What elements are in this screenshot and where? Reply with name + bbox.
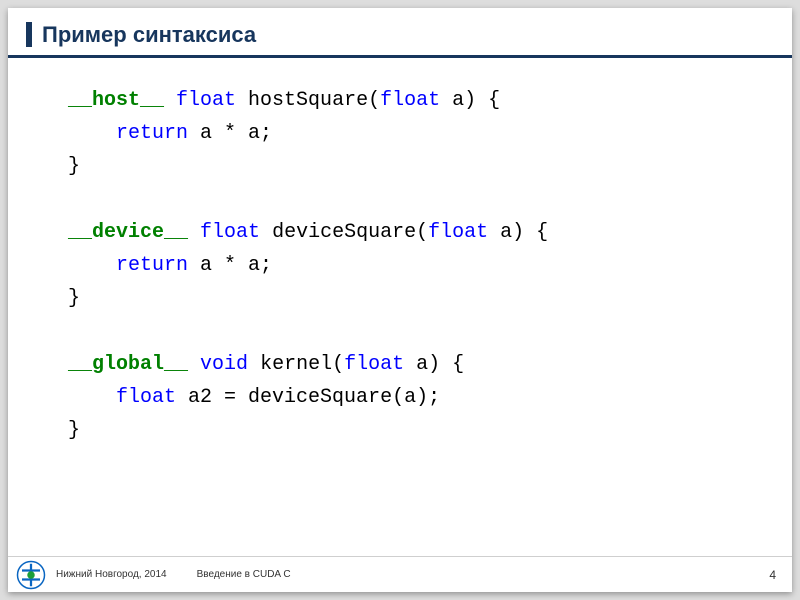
- code-token: hostSquare(: [236, 89, 380, 112]
- code-token: __device__: [68, 221, 188, 244]
- code-line: __device__ float deviceSquare(float a) {: [68, 216, 772, 249]
- code-token: __global__: [68, 353, 188, 376]
- code-token: [68, 122, 116, 145]
- code-token: return: [116, 122, 188, 145]
- footer: Нижний Новгород, 2014 Введение в CUDA C …: [8, 556, 792, 592]
- code-block: __host__ float hostSquare(float a) { ret…: [8, 58, 792, 556]
- code-token: }: [68, 287, 80, 310]
- code-line: return a * a;: [68, 117, 772, 150]
- code-token: a) {: [488, 221, 548, 244]
- code-line: return a * a;: [68, 249, 772, 282]
- code-token: }: [68, 155, 80, 178]
- code-token: float: [116, 386, 176, 409]
- footer-topic: Введение в CUDA C: [197, 569, 291, 580]
- code-line: [68, 183, 772, 216]
- code-token: __host__: [68, 89, 164, 112]
- code-token: deviceSquare(: [260, 221, 428, 244]
- code-token: a) {: [404, 353, 464, 376]
- code-line: }: [68, 150, 772, 183]
- code-line: }: [68, 282, 772, 315]
- code-token: a) {: [440, 89, 500, 112]
- code-token: a * a;: [188, 122, 272, 145]
- code-line: __global__ void kernel(float a) {: [68, 348, 772, 381]
- university-logo-icon: [16, 560, 46, 590]
- code-line: float a2 = deviceSquare(a);: [68, 381, 772, 414]
- code-token: return: [116, 254, 188, 277]
- code-line: }: [68, 414, 772, 447]
- code-token: kernel(: [248, 353, 344, 376]
- code-token: float: [380, 89, 440, 112]
- title-bar: Пример синтаксиса: [8, 8, 792, 58]
- footer-location: Нижний Новгород, 2014: [56, 569, 167, 580]
- code-token: [164, 89, 176, 112]
- code-token: a * a;: [188, 254, 272, 277]
- code-token: [68, 386, 116, 409]
- code-token: float: [344, 353, 404, 376]
- slide-title: Пример синтаксиса: [26, 22, 774, 47]
- code-token: float: [176, 89, 236, 112]
- code-token: [68, 254, 116, 277]
- code-line: __host__ float hostSquare(float a) {: [68, 84, 772, 117]
- code-token: float: [200, 221, 260, 244]
- slide: Пример синтаксиса __host__ float hostSqu…: [8, 8, 792, 592]
- code-token: void: [200, 353, 248, 376]
- code-token: float: [428, 221, 488, 244]
- code-token: a2 = deviceSquare(a);: [176, 386, 440, 409]
- code-token: [188, 353, 200, 376]
- code-token: }: [68, 419, 80, 442]
- code-line: [68, 315, 772, 348]
- code-token: [188, 221, 200, 244]
- page-number: 4: [769, 568, 776, 582]
